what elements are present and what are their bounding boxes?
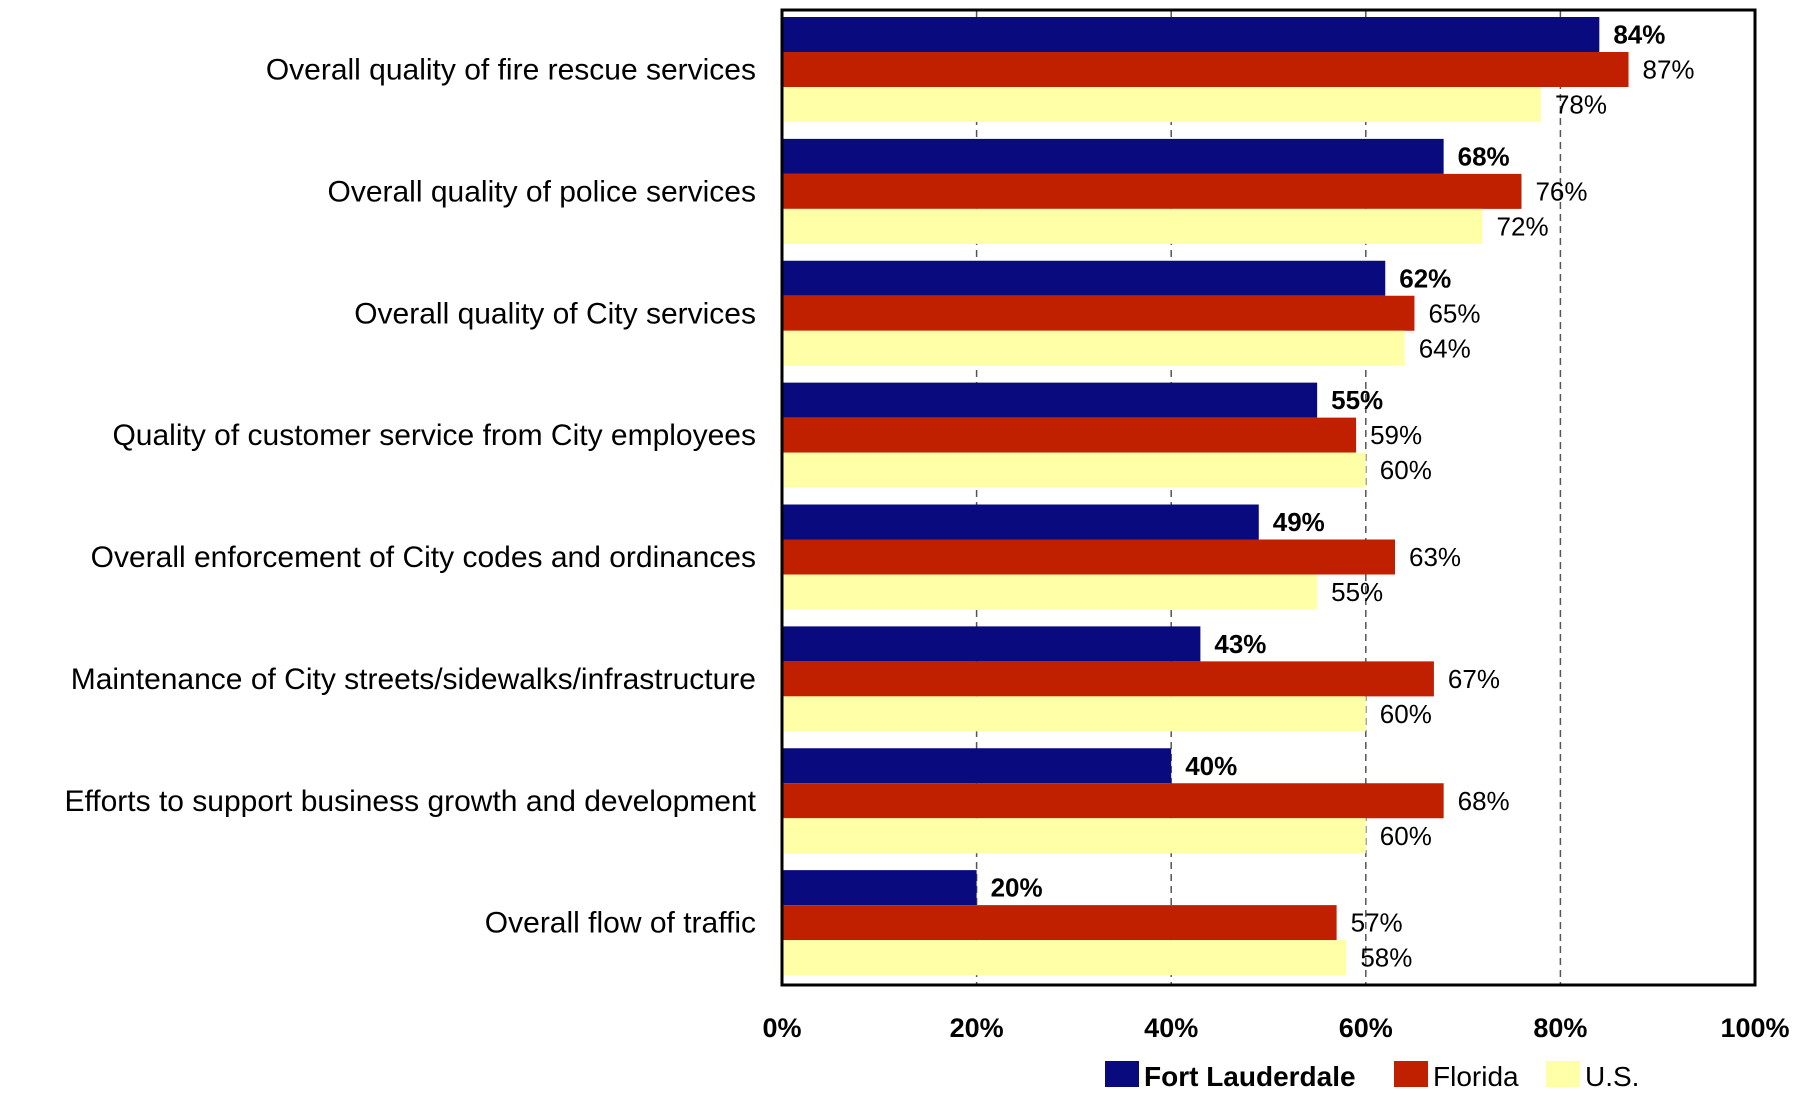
data-label: 55% [1331, 577, 1383, 607]
x-tick-label: 60% [1339, 1013, 1393, 1043]
legend-swatch [1546, 1061, 1580, 1087]
bar-u-s [782, 87, 1541, 122]
bar-florida [782, 905, 1337, 941]
bar-fort-lauderdale [782, 870, 977, 906]
bar-fort-lauderdale [782, 382, 1318, 418]
data-label: 55% [1331, 385, 1383, 415]
bar-u-s [782, 330, 1405, 366]
x-tick-label: 0% [762, 1013, 801, 1043]
bar-fort-lauderdale [782, 138, 1444, 174]
bar-fort-lauderdale [782, 748, 1172, 784]
legend-label: U.S. [1585, 1061, 1639, 1092]
data-label: 60% [1380, 699, 1432, 729]
data-label: 40% [1185, 751, 1237, 781]
x-tick-label: 100% [1720, 1013, 1789, 1043]
bar-florida [782, 661, 1434, 697]
data-label: 78% [1555, 90, 1607, 120]
legend-swatch [1394, 1061, 1428, 1087]
bar-u-s [782, 574, 1318, 610]
data-label: 76% [1535, 176, 1587, 206]
x-tick-label: 80% [1533, 1013, 1587, 1043]
category-label: Overall quality of police services [327, 175, 756, 208]
data-label: 63% [1409, 542, 1461, 572]
data-label: 62% [1399, 263, 1451, 293]
data-label: 84% [1613, 20, 1665, 50]
data-label: 65% [1428, 298, 1480, 328]
data-label: 87% [1643, 55, 1695, 85]
bar-florida [782, 295, 1415, 331]
bar-u-s [782, 452, 1366, 488]
plot-area-frame [780, 8, 1757, 987]
bars [782, 17, 1629, 976]
bar-u-s [782, 818, 1366, 854]
category-label: Overall flow of traffic [485, 907, 756, 940]
data-label: 68% [1458, 786, 1510, 816]
data-label: 59% [1370, 420, 1422, 450]
x-tick-label: 20% [950, 1013, 1004, 1043]
bar-fort-lauderdale [782, 260, 1386, 296]
data-label: 67% [1448, 664, 1500, 694]
legend: Fort Lauderdale Florida U.S. [1105, 1061, 1639, 1092]
bar-u-s [782, 208, 1483, 244]
data-labels: 84% 87% 78% 68% 76% 72% 62% 65% 64% 55% 59% 60% 49% 6… [991, 20, 1695, 973]
data-label: 68% [1458, 141, 1510, 171]
bar-fort-lauderdale [782, 626, 1201, 662]
category-label: Maintenance of City streets/sidewalks/in… [71, 663, 756, 696]
bar-florida [782, 783, 1444, 819]
x-tick-label: 40% [1144, 1013, 1198, 1043]
data-label: 60% [1380, 455, 1432, 485]
bar-u-s [782, 696, 1366, 732]
legend-label: Fort Lauderdale [1144, 1061, 1356, 1092]
data-label: 49% [1273, 507, 1325, 537]
category-label: Overall quality of City services [354, 297, 756, 330]
data-label: 43% [1214, 629, 1266, 659]
category-label: Efforts to support business growth and d… [64, 785, 756, 818]
bar-fort-lauderdale [782, 17, 1600, 52]
data-label: 58% [1360, 943, 1412, 973]
bar-fort-lauderdale [782, 504, 1259, 540]
x-tick-labels: 0% 20% 40% 60% 80% 100% [762, 1013, 1789, 1043]
bar-florida [782, 52, 1629, 87]
bar-florida [782, 539, 1395, 575]
bar-florida [782, 173, 1522, 209]
data-label: 60% [1380, 821, 1432, 851]
data-label: 64% [1419, 333, 1471, 363]
data-label: 72% [1497, 211, 1549, 241]
bar-u-s [782, 940, 1347, 976]
legend-label: Florida [1433, 1061, 1519, 1092]
data-label: 20% [991, 873, 1043, 903]
legend-swatch [1105, 1061, 1139, 1087]
category-labels: Overall quality of fire rescue services O… [64, 54, 756, 940]
category-label: Overall quality of fire rescue services [266, 54, 756, 87]
category-label: Overall enforcement of City codes and or… [91, 541, 756, 574]
category-label: Quality of customer service from City em… [112, 419, 756, 452]
data-label: 57% [1351, 908, 1403, 938]
bar-florida [782, 417, 1357, 453]
